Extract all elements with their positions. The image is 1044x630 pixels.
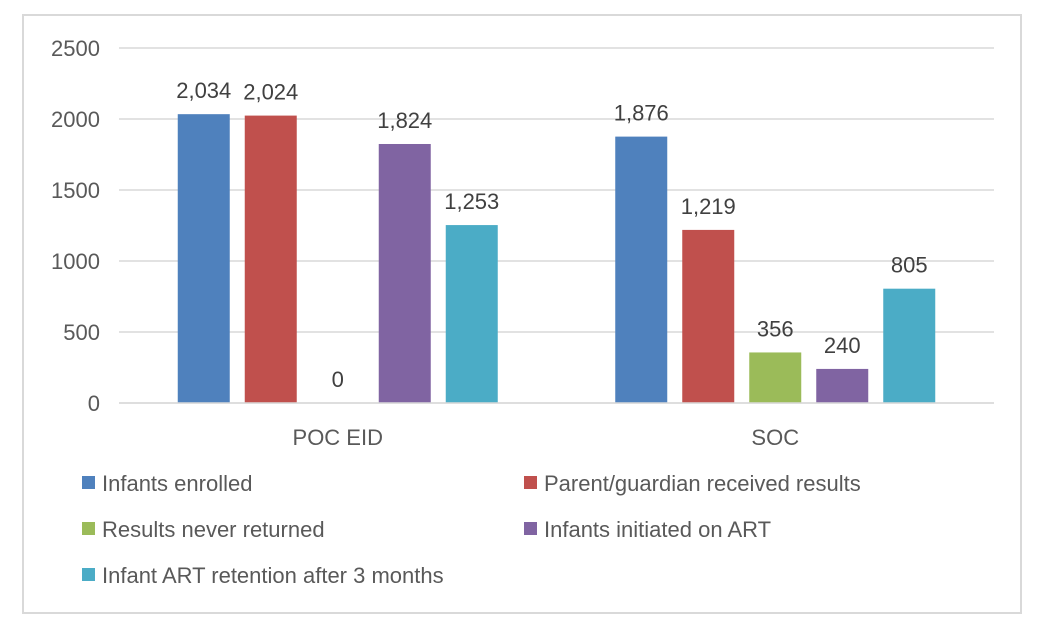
bar <box>177 114 230 403</box>
data-labels: 2,034 2,024 0 1,824 1,253 1,876 1,219 356 240 805 <box>176 78 927 392</box>
y-tick-label: 0 <box>88 391 100 416</box>
bars <box>177 114 936 403</box>
legend-swatch <box>82 568 95 581</box>
legend: Infants enrolled Parent/guardian received… <box>82 471 861 588</box>
legend-label: Infants initiated on ART <box>544 517 771 542</box>
y-tick-label: 1000 <box>51 249 100 274</box>
legend-label: Infants enrolled <box>102 471 252 496</box>
bar <box>378 143 431 403</box>
data-label: 2,034 <box>176 78 231 103</box>
bar <box>244 115 297 403</box>
legend-label: Results never returned <box>102 517 325 542</box>
y-axis: 0 500 1000 1500 2000 2500 <box>51 36 100 416</box>
bar <box>883 288 936 403</box>
y-tick-label: 500 <box>63 320 100 345</box>
x-axis: POC EID SOC <box>119 402 994 450</box>
bar <box>749 352 802 403</box>
legend-swatch <box>82 476 95 489</box>
bar <box>615 136 668 403</box>
bar <box>445 225 498 403</box>
x-category-label: SOC <box>751 425 799 450</box>
legend-swatch <box>524 522 537 535</box>
data-label: 2,024 <box>243 80 298 105</box>
legend-swatch <box>524 476 537 489</box>
data-label: 1,824 <box>377 108 432 133</box>
bar <box>816 368 869 403</box>
legend-label: Parent/guardian received results <box>544 471 861 496</box>
x-category-label: POC EID <box>293 425 383 450</box>
y-tick-label: 1500 <box>51 178 100 203</box>
bar-chart: 0 500 1000 1500 2000 2500 2,034 2,024 0 1,824 1,2… <box>51 36 994 588</box>
legend-swatch <box>82 522 95 535</box>
legend-label: Infant ART retention after 3 months <box>102 563 444 588</box>
data-label: 805 <box>891 253 928 278</box>
y-tick-label: 2500 <box>51 36 100 61</box>
data-label: 240 <box>824 333 861 358</box>
data-label: 1,253 <box>444 189 499 214</box>
data-label: 0 <box>332 367 344 392</box>
y-tick-label: 2000 <box>51 107 100 132</box>
bar <box>682 229 735 403</box>
chart-frame: 0 500 1000 1500 2000 2500 2,034 2,024 0 1,824 1,2… <box>22 14 1022 614</box>
data-label: 1,876 <box>614 101 669 126</box>
data-label: 1,219 <box>681 194 736 219</box>
data-label: 356 <box>757 316 794 341</box>
